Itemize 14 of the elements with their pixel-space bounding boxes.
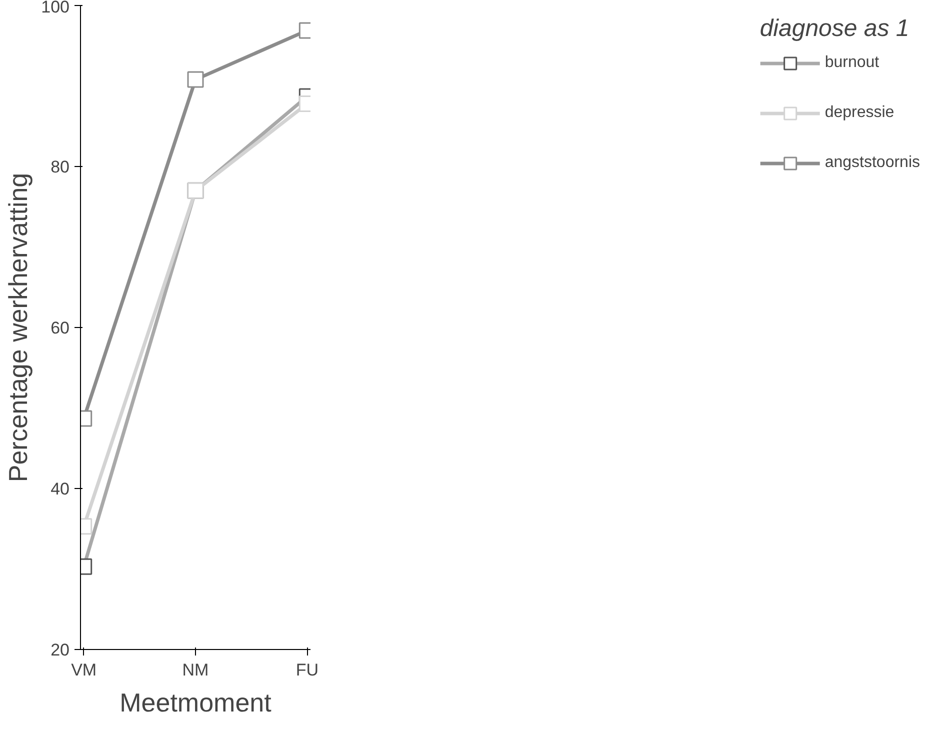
legend-label: angststoornis <box>824 154 920 172</box>
y-tick-label: 100 <box>41 0 70 16</box>
y-tick-label: 60 <box>50 318 70 338</box>
x-tick-label: NM <box>182 660 209 680</box>
x-tick-label: VM <box>71 660 97 680</box>
y-tick-label: 80 <box>50 158 70 176</box>
y-tick-label: 20 <box>50 640 70 660</box>
x-tick-label: FU <box>296 660 318 680</box>
y-axis-title: Percentage werkhervatting <box>3 172 34 482</box>
legend-label: burnout <box>824 54 880 72</box>
y-tick-label: 40 <box>50 480 70 498</box>
legend-title: diagnose as 1 <box>760 15 910 43</box>
x-axis-title: Meetmoment <box>120 688 272 718</box>
legend-label: depressie <box>824 104 894 122</box>
